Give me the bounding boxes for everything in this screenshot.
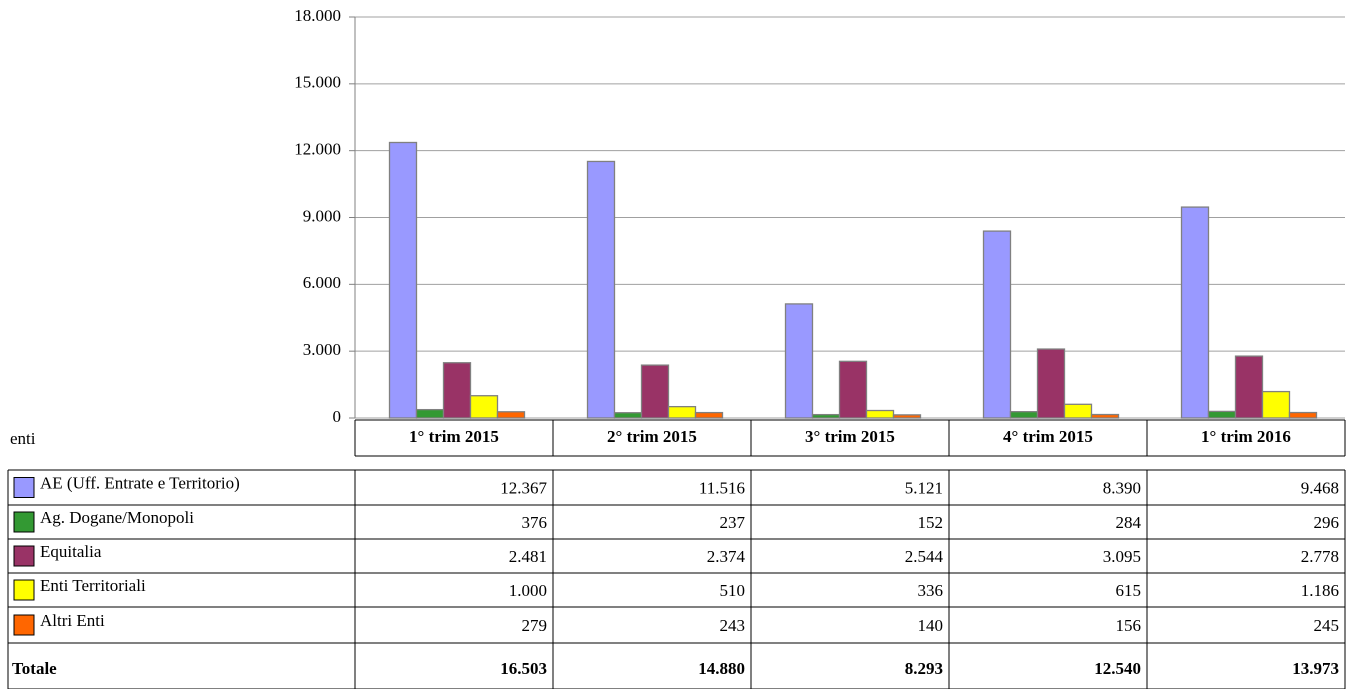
bar	[694, 411, 724, 419]
bar	[1009, 411, 1039, 419]
legend-swatch	[13, 579, 35, 601]
bar	[1063, 403, 1093, 419]
bar	[469, 395, 499, 419]
bar	[811, 413, 841, 419]
table-cell: 1.186	[1301, 581, 1339, 600]
legend-swatch	[13, 511, 35, 533]
table-cell: 2.481	[509, 547, 547, 566]
total-cell: 13.973	[1292, 659, 1339, 678]
table-cell: 615	[1116, 581, 1142, 600]
total-label: Totale	[12, 659, 57, 678]
bar	[1288, 411, 1318, 419]
bar	[442, 362, 472, 419]
legend-label: AE (Uff. Entrate e Territorio)	[40, 473, 240, 492]
y-tick-label: 9.000	[303, 206, 341, 225]
table-cell: 11.516	[699, 478, 745, 497]
bar	[784, 303, 814, 419]
table-cell: 5.121	[905, 478, 943, 497]
table-cell: 2.544	[905, 547, 944, 566]
table-cell: 9.468	[1301, 478, 1339, 497]
bar	[667, 405, 697, 419]
table-cell: 2.374	[707, 547, 746, 566]
bar	[1261, 390, 1291, 419]
table-header: enti	[10, 429, 36, 448]
legend-label: Altri Enti	[40, 611, 105, 630]
bar	[1207, 410, 1237, 419]
bar	[1036, 348, 1066, 419]
table-cell: 8.390	[1103, 478, 1141, 497]
bar	[982, 230, 1012, 419]
table-cell: 2.778	[1301, 547, 1339, 566]
legend-swatch	[13, 545, 35, 567]
bar	[640, 364, 670, 419]
y-tick-label: 6.000	[303, 273, 341, 292]
legend-label: Equitalia	[40, 542, 102, 561]
table-cell: 140	[918, 616, 944, 635]
y-tick-label: 18.000	[294, 6, 341, 25]
total-cell: 12.540	[1094, 659, 1141, 678]
bar	[1180, 206, 1210, 419]
category-header: 1° trim 2016	[1201, 427, 1291, 446]
legend-label: Enti Territoriali	[40, 576, 146, 595]
bar	[388, 141, 418, 419]
category-header: 3° trim 2015	[805, 427, 895, 446]
bar	[865, 409, 895, 419]
bar	[613, 412, 643, 419]
bar	[1234, 355, 1264, 419]
category-header: 1° trim 2015	[409, 427, 499, 446]
table-cell: 243	[720, 616, 746, 635]
y-tick-label: 12.000	[294, 140, 341, 159]
bar	[838, 360, 868, 419]
legend-swatch	[13, 614, 35, 636]
legend-swatch	[13, 477, 35, 498]
category-header: 2° trim 2015	[607, 427, 697, 446]
table-cell: 510	[720, 581, 746, 600]
table-cell: 284	[1116, 513, 1142, 532]
total-cell: 8.293	[905, 659, 943, 678]
bar	[415, 408, 445, 419]
category-header: 4° trim 2015	[1003, 427, 1093, 446]
table-cell: 237	[720, 513, 746, 532]
legend-label: Ag. Dogane/Monopoli	[40, 508, 194, 527]
y-tick-label: 3.000	[303, 340, 341, 359]
y-tick-label: 0	[333, 407, 342, 426]
table-cell: 3.095	[1103, 547, 1141, 566]
table-cell: 296	[1314, 513, 1340, 532]
table-cell: 1.000	[509, 581, 547, 600]
table-cell: 376	[522, 513, 548, 532]
table-cell: 12.367	[500, 478, 547, 497]
bar	[892, 414, 922, 419]
total-cell: 14.880	[698, 659, 745, 678]
table-cell: 245	[1314, 616, 1340, 635]
bar	[496, 411, 526, 419]
table-cell: 279	[522, 616, 548, 635]
table-cell: 152	[918, 513, 944, 532]
bar	[1090, 413, 1120, 419]
y-tick-label: 15.000	[294, 73, 341, 92]
table-cell: 156	[1116, 616, 1142, 635]
table-cell: 336	[918, 581, 944, 600]
bar	[586, 160, 616, 419]
total-cell: 16.503	[500, 659, 547, 678]
